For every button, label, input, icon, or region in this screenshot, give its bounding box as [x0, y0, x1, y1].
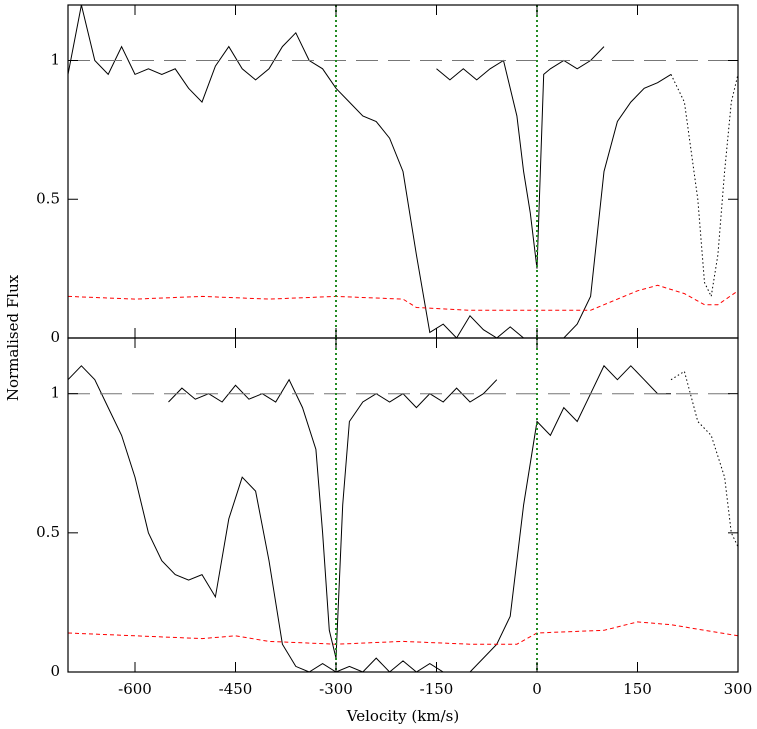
- spectrum-line: [68, 621, 738, 645]
- plot-area: [68, 5, 738, 338]
- y-tick-label: 1: [50, 51, 60, 69]
- plot-area: [68, 364, 738, 672]
- x-tick-label: -300: [319, 680, 353, 698]
- x-tick-label: -600: [118, 680, 152, 698]
- spectrum-line: [436, 46, 605, 269]
- y-tick-label: 0.5: [36, 189, 60, 207]
- y-tick-label: 1: [50, 384, 60, 402]
- spectrum-line: [68, 364, 671, 672]
- x-tick-label: 150: [623, 680, 652, 698]
- y-tick-label: 0: [50, 662, 60, 680]
- y-tick-label: 0: [50, 328, 60, 346]
- x-tick-label: -150: [420, 680, 454, 698]
- y-axis-label: Normalised Flux: [4, 274, 22, 401]
- x-axis-label: Velocity (km/s): [346, 707, 459, 725]
- spectrum-line: [68, 5, 672, 338]
- x-tick-label: 0: [532, 680, 542, 698]
- x-tick-label: -450: [219, 680, 253, 698]
- spectrum-line: [670, 370, 738, 548]
- spectrum-line: [68, 284, 738, 311]
- spectrum-line: [670, 74, 738, 299]
- panel-frame: [67, 337, 739, 673]
- y-tick-label: 0.5: [36, 523, 60, 541]
- x-tick-label: 300: [724, 680, 753, 698]
- spectrum-line: [168, 378, 498, 659]
